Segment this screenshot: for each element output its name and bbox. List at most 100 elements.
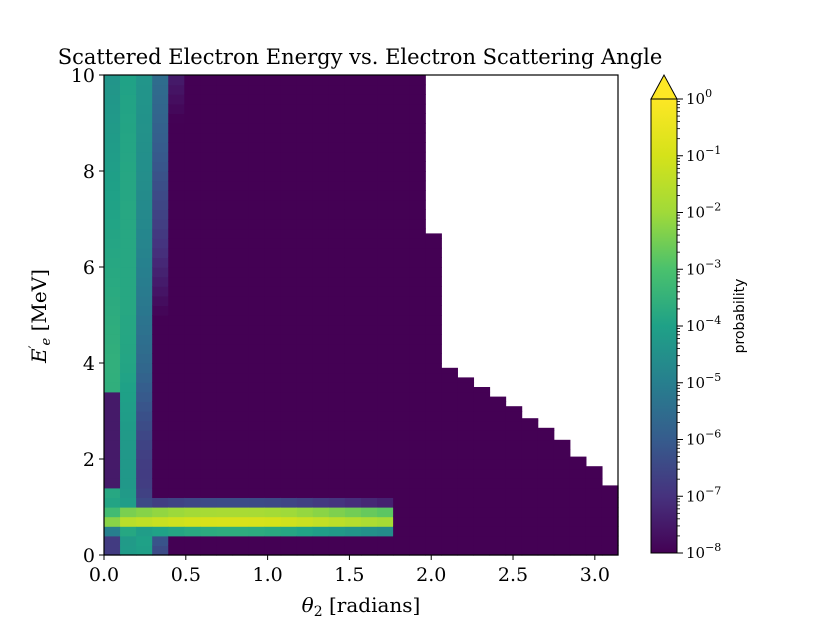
- heatmap-cell: [280, 507, 298, 518]
- y-tick-label: 0: [83, 545, 95, 567]
- heatmap-cell: [120, 276, 137, 287]
- heatmap-cell: [152, 190, 169, 201]
- heatmap-cell: [200, 238, 218, 249]
- heatmap-cell: [216, 411, 234, 422]
- heatmap-cell: [312, 228, 330, 239]
- heatmap-cell: [120, 75, 137, 86]
- heatmap-cell: [296, 286, 314, 297]
- heatmap-cell: [184, 372, 201, 383]
- heatmap-cell: [120, 113, 137, 124]
- heatmap-cell: [136, 305, 153, 316]
- heatmap-cell: [280, 353, 298, 364]
- heatmap-cell: [377, 478, 394, 489]
- heatmap-cell: [200, 439, 218, 450]
- heatmap-cell: [393, 411, 410, 422]
- heatmap-cell: [120, 478, 137, 489]
- heatmap-cell: [344, 84, 362, 95]
- heatmap-cell: [344, 295, 362, 306]
- heatmap-cell: [344, 391, 362, 402]
- heatmap-cell: [248, 219, 266, 230]
- heatmap-cell: [505, 526, 523, 537]
- colorbar-ticks: 100 10−1 10−2 10−3 10−4 10−5 10−6 10−7 10−8: [677, 87, 721, 562]
- heatmap-cell: [216, 171, 234, 182]
- heatmap-cell: [104, 113, 121, 124]
- heatmap-cell: [393, 382, 410, 393]
- heatmap-cell: [473, 487, 491, 498]
- heatmap-cell: [184, 315, 201, 326]
- heatmap-cell: [296, 343, 314, 354]
- heatmap-cell: [104, 247, 121, 258]
- heatmap-cell: [104, 343, 121, 354]
- heatmap-cell: [232, 545, 250, 556]
- heatmap-cell: [296, 363, 314, 374]
- heatmap-cell: [280, 411, 298, 422]
- heatmap-cell: [120, 103, 137, 114]
- heatmap-cell: [393, 305, 410, 316]
- heatmap-cell: [184, 171, 201, 182]
- heatmap-cell: [232, 276, 250, 287]
- heatmap-cell: [377, 190, 394, 201]
- heatmap-cell: [377, 257, 394, 268]
- heatmap-cell: [152, 209, 169, 220]
- heatmap-cell: [377, 305, 394, 316]
- heatmap-cell: [184, 507, 201, 518]
- heatmap-cell: [264, 132, 282, 143]
- heatmap-cell: [377, 382, 394, 393]
- heatmap-cell: [344, 430, 362, 441]
- heatmap-cell: [312, 151, 330, 162]
- heatmap-cell: [152, 199, 169, 210]
- heatmap-cell: [168, 84, 185, 95]
- heatmap-cell: [200, 103, 218, 114]
- heatmap-cell: [425, 478, 442, 489]
- heatmap-cell: [393, 123, 410, 134]
- heatmap-cell: [457, 487, 475, 498]
- heatmap-cell: [232, 420, 250, 431]
- heatmap-cell: [184, 247, 201, 258]
- heatmap-cell: [200, 468, 218, 479]
- heatmap-cell: [361, 295, 378, 306]
- heatmap-cell: [457, 497, 475, 508]
- heatmap-cell: [232, 161, 250, 172]
- heatmap-cell: [521, 526, 539, 537]
- heatmap-cell: [296, 75, 314, 86]
- heatmap-cell: [104, 487, 121, 498]
- heatmap-cell: [328, 94, 346, 105]
- heatmap-cell: [361, 545, 378, 556]
- heatmap-cell: [393, 171, 410, 182]
- heatmap-cell: [393, 324, 410, 335]
- heatmap-cell: [264, 545, 282, 556]
- heatmap-cell: [441, 478, 458, 489]
- heatmap-cell: [280, 526, 298, 537]
- heatmap-cell: [393, 142, 410, 153]
- heatmap-cell: [377, 267, 394, 278]
- heatmap-cell: [489, 420, 507, 431]
- heatmap-cell: [264, 305, 282, 316]
- heatmap-cell: [296, 459, 314, 470]
- heatmap-cell: [377, 449, 394, 460]
- heatmap-cell: [377, 334, 394, 345]
- heatmap-cell: [505, 420, 523, 431]
- heatmap-cell: [361, 497, 378, 508]
- heatmap-cell: [312, 334, 330, 345]
- heatmap-cell: [312, 286, 330, 297]
- heatmap-cell: [200, 334, 218, 345]
- heatmap-cell: [569, 478, 587, 489]
- heatmap-cell: [136, 315, 153, 326]
- heatmap-cell: [136, 132, 153, 143]
- heatmap-cell: [409, 151, 426, 162]
- heatmap-cell: [136, 401, 153, 412]
- heatmap-cell: [328, 545, 346, 556]
- heatmap-cell: [505, 497, 523, 508]
- heatmap-cell: [120, 497, 137, 508]
- heatmap-cell: [200, 353, 218, 364]
- heatmap-cell: [104, 151, 121, 162]
- heatmap-cell: [473, 401, 491, 412]
- heatmap-cell: [377, 142, 394, 153]
- heatmap-cell: [264, 94, 282, 105]
- heatmap-cell: [200, 219, 218, 230]
- heatmap-cell: [200, 382, 218, 393]
- heatmap-cell: [264, 459, 282, 470]
- heatmap-cell: [248, 228, 266, 239]
- heatmap-cell: [537, 507, 555, 518]
- heatmap-cell: [473, 535, 491, 546]
